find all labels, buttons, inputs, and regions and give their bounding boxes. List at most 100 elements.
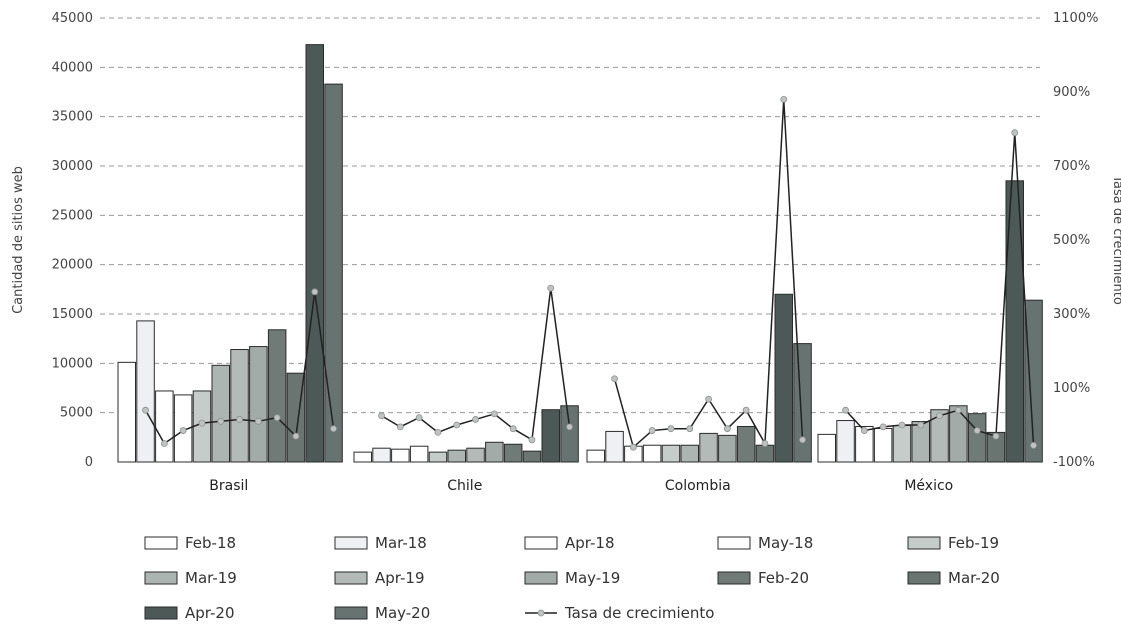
growth-point xyxy=(667,425,675,433)
growth-point xyxy=(936,412,943,420)
y-tick-label: 10000 xyxy=(52,356,93,371)
growth-point xyxy=(898,421,906,429)
legend-swatch xyxy=(334,536,368,550)
y-tick-label: 40000 xyxy=(52,60,93,75)
growth-point xyxy=(509,425,517,433)
growth-point xyxy=(547,284,555,292)
growth-point xyxy=(236,416,243,423)
legend-label: Apr-19 xyxy=(375,569,425,587)
legend-swatch xyxy=(907,536,941,550)
y-tick-label: 35000 xyxy=(52,110,93,125)
growth-point xyxy=(1011,129,1019,137)
bar-0-5 xyxy=(211,364,230,463)
legend-swatch xyxy=(144,571,178,585)
bar-3-5 xyxy=(911,421,930,463)
category-label: Chile xyxy=(447,478,482,494)
growth-line-3 xyxy=(844,132,1035,446)
growth-point xyxy=(705,395,712,403)
bar-0-11 xyxy=(324,83,343,463)
bars xyxy=(117,44,1043,463)
growth-point xyxy=(378,412,385,420)
bar-1-10 xyxy=(541,409,560,463)
growth-point xyxy=(566,423,573,431)
growth-point xyxy=(292,432,300,440)
y-tick-label: 45000 xyxy=(52,11,93,26)
right-axis-title: Tasa de crecimiento xyxy=(1110,174,1121,305)
growth-point xyxy=(742,406,750,414)
growth-point xyxy=(179,427,187,434)
growth-point xyxy=(879,423,887,431)
y2-tick-label: 100% xyxy=(1053,381,1090,396)
bar-1-4 xyxy=(428,451,448,463)
growth-point xyxy=(396,423,404,431)
legend-label: May-18 xyxy=(758,534,813,552)
bar-0-7 xyxy=(249,346,268,463)
growth-point xyxy=(198,419,206,427)
growth-point xyxy=(330,425,337,433)
legend-label: Feb-18 xyxy=(185,534,236,552)
bar-2-8 xyxy=(736,425,756,463)
y-tick-label: 5000 xyxy=(60,406,93,421)
legend-label: Feb-20 xyxy=(758,569,809,587)
growth-point xyxy=(311,288,319,296)
growth-point xyxy=(954,406,962,414)
bar-3-1 xyxy=(836,420,855,463)
y-tick-label: 30000 xyxy=(52,159,93,174)
bar-3-11 xyxy=(1024,299,1043,463)
growth-point xyxy=(761,440,769,447)
growth-point xyxy=(992,432,1000,440)
bar-0-1 xyxy=(136,320,155,463)
growth-point xyxy=(160,440,168,447)
legend-label: Mar-20 xyxy=(948,569,1000,587)
y-tick-label: 0 xyxy=(85,455,93,470)
legend-label: May-19 xyxy=(565,569,620,587)
bar-2-1 xyxy=(605,430,624,463)
bar-2-10 xyxy=(774,293,793,463)
legend-label: Apr-18 xyxy=(565,534,615,552)
bar-0-2 xyxy=(155,390,174,463)
growth-point xyxy=(142,406,149,414)
legend-swatch xyxy=(334,571,368,585)
growth-point xyxy=(686,425,694,433)
bar-1-1 xyxy=(372,447,391,463)
legend-label: Mar-19 xyxy=(185,569,237,587)
growth-point xyxy=(254,417,262,425)
bar-1-0 xyxy=(353,451,372,463)
y-tick-label: 25000 xyxy=(52,208,93,223)
growth-point xyxy=(611,375,618,383)
bar-2-4 xyxy=(661,444,681,463)
legend-label: Mar-18 xyxy=(375,534,427,552)
legend-swatch xyxy=(334,606,368,620)
category-label: Colombia xyxy=(665,478,731,494)
growth-point xyxy=(917,421,925,429)
growth-point xyxy=(273,414,281,422)
y2-tick-label: 500% xyxy=(1053,233,1090,248)
y2-tick-label: 300% xyxy=(1053,307,1090,322)
bar-3-4 xyxy=(892,424,912,463)
y2-tick-label: -100% xyxy=(1053,455,1095,470)
bar-1-7 xyxy=(485,441,504,463)
legend-swatch xyxy=(144,606,178,620)
growth-point xyxy=(973,427,981,434)
bar-2-7 xyxy=(718,434,737,463)
growth-point xyxy=(1030,441,1037,449)
bar-2-3 xyxy=(642,444,662,463)
legend-label: Apr-20 xyxy=(185,604,235,622)
bar-3-6 xyxy=(930,409,949,463)
bar-1-9 xyxy=(522,450,542,463)
y2-tick-label: 1100% xyxy=(1053,11,1098,26)
bar-3-10 xyxy=(1005,180,1024,463)
legend-label: Feb-19 xyxy=(948,534,999,552)
growth-point xyxy=(415,414,423,422)
bar-0-10 xyxy=(305,44,324,463)
bar-1-6 xyxy=(466,447,485,463)
y-tick-label: 15000 xyxy=(52,307,93,322)
legend-swatch xyxy=(907,571,941,585)
legend: Feb-18 Mar-18 Apr-18 May-18 Feb-19 Mar-19 Apr-… xyxy=(144,534,1000,622)
left-axis-ticks: 0 5000 10000 15000 20000 25000 30000 35000 40000… xyxy=(52,11,93,470)
growth-point xyxy=(860,427,868,434)
growth-point xyxy=(842,406,849,414)
growth-lines xyxy=(142,96,1037,451)
growth-point xyxy=(472,416,479,423)
